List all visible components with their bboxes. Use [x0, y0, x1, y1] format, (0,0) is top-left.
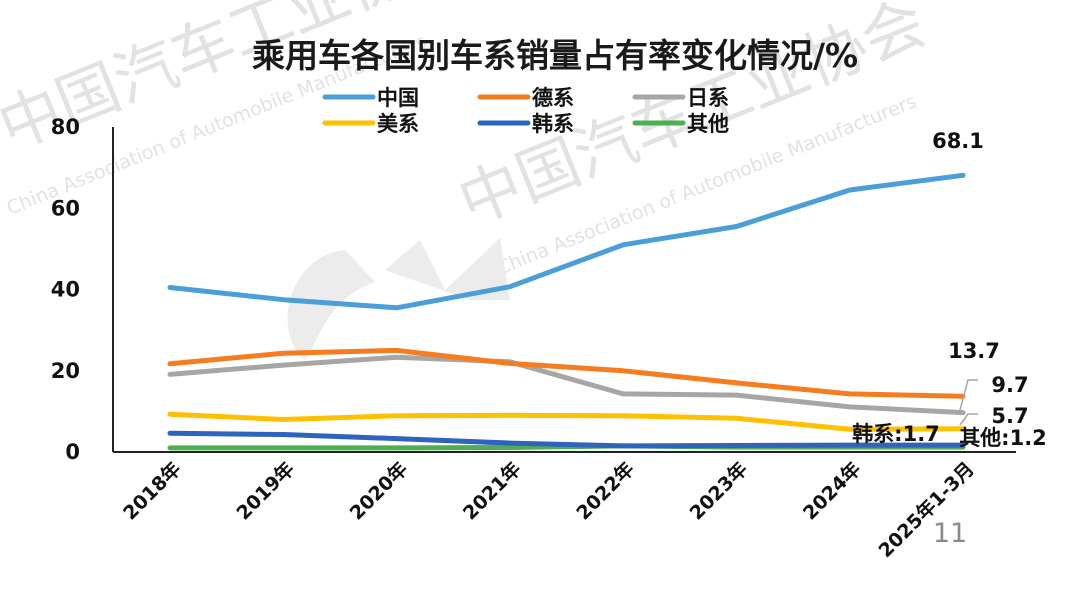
page-number: 11	[933, 518, 967, 549]
leader-line	[959, 413, 978, 426]
x-tick-label: 2023年	[685, 457, 752, 524]
x-tick-label: 2022年	[572, 457, 639, 524]
legend-label: 德系	[532, 86, 574, 110]
data-label: 5.7	[991, 404, 1028, 428]
x-tick-label: 2019年	[232, 457, 299, 524]
label-leader-lines	[959, 379, 978, 426]
x-tick-label: 2018年	[118, 457, 185, 524]
series-line	[167, 347, 966, 399]
legend-label: 其他	[687, 112, 729, 136]
x-tick-label: 2021年	[458, 457, 525, 524]
x-tick-label: 2024年	[798, 457, 865, 524]
y-axis-ticks: 0 20 40 60 80	[51, 115, 80, 464]
legend-label: 中国	[377, 86, 419, 110]
series-line	[167, 172, 966, 311]
data-labels: 68.1 13.7 9.7 5.7 韩系:1.7 其他:1.2	[852, 129, 1047, 450]
y-tick-label: 40	[51, 278, 80, 302]
y-tick-label: 60	[51, 196, 80, 220]
data-label: 9.7	[991, 373, 1028, 397]
legend-label: 韩系	[532, 112, 574, 136]
series-line	[167, 411, 966, 432]
data-label: 韩系:1.7	[852, 422, 940, 446]
data-label: 68.1	[932, 129, 984, 153]
series-line	[167, 430, 966, 449]
x-tick-label: 2020年	[345, 457, 412, 524]
watermark-logo-icon	[287, 238, 510, 360]
y-tick-label: 20	[51, 359, 80, 383]
series-line	[167, 354, 966, 416]
watermark-cn-1: 中国汽车工业协会	[0, 0, 476, 164]
y-tick-label: 80	[51, 115, 80, 139]
data-label: 其他:1.2	[959, 426, 1047, 450]
data-label: 13.7	[948, 339, 1000, 363]
y-tick-label: 0	[65, 440, 80, 464]
x-axis-ticks: 2018年 2019年 2020年 2021年 2022年 2023年 2024年 2025年…	[118, 457, 978, 562]
legend-label: 美系	[377, 112, 419, 136]
series-lines	[167, 172, 966, 451]
leader-line	[959, 379, 978, 411]
legend-label: 日系	[687, 86, 729, 110]
chart-title: 乘用车各国别车系销量占有率变化情况/%	[252, 36, 858, 75]
